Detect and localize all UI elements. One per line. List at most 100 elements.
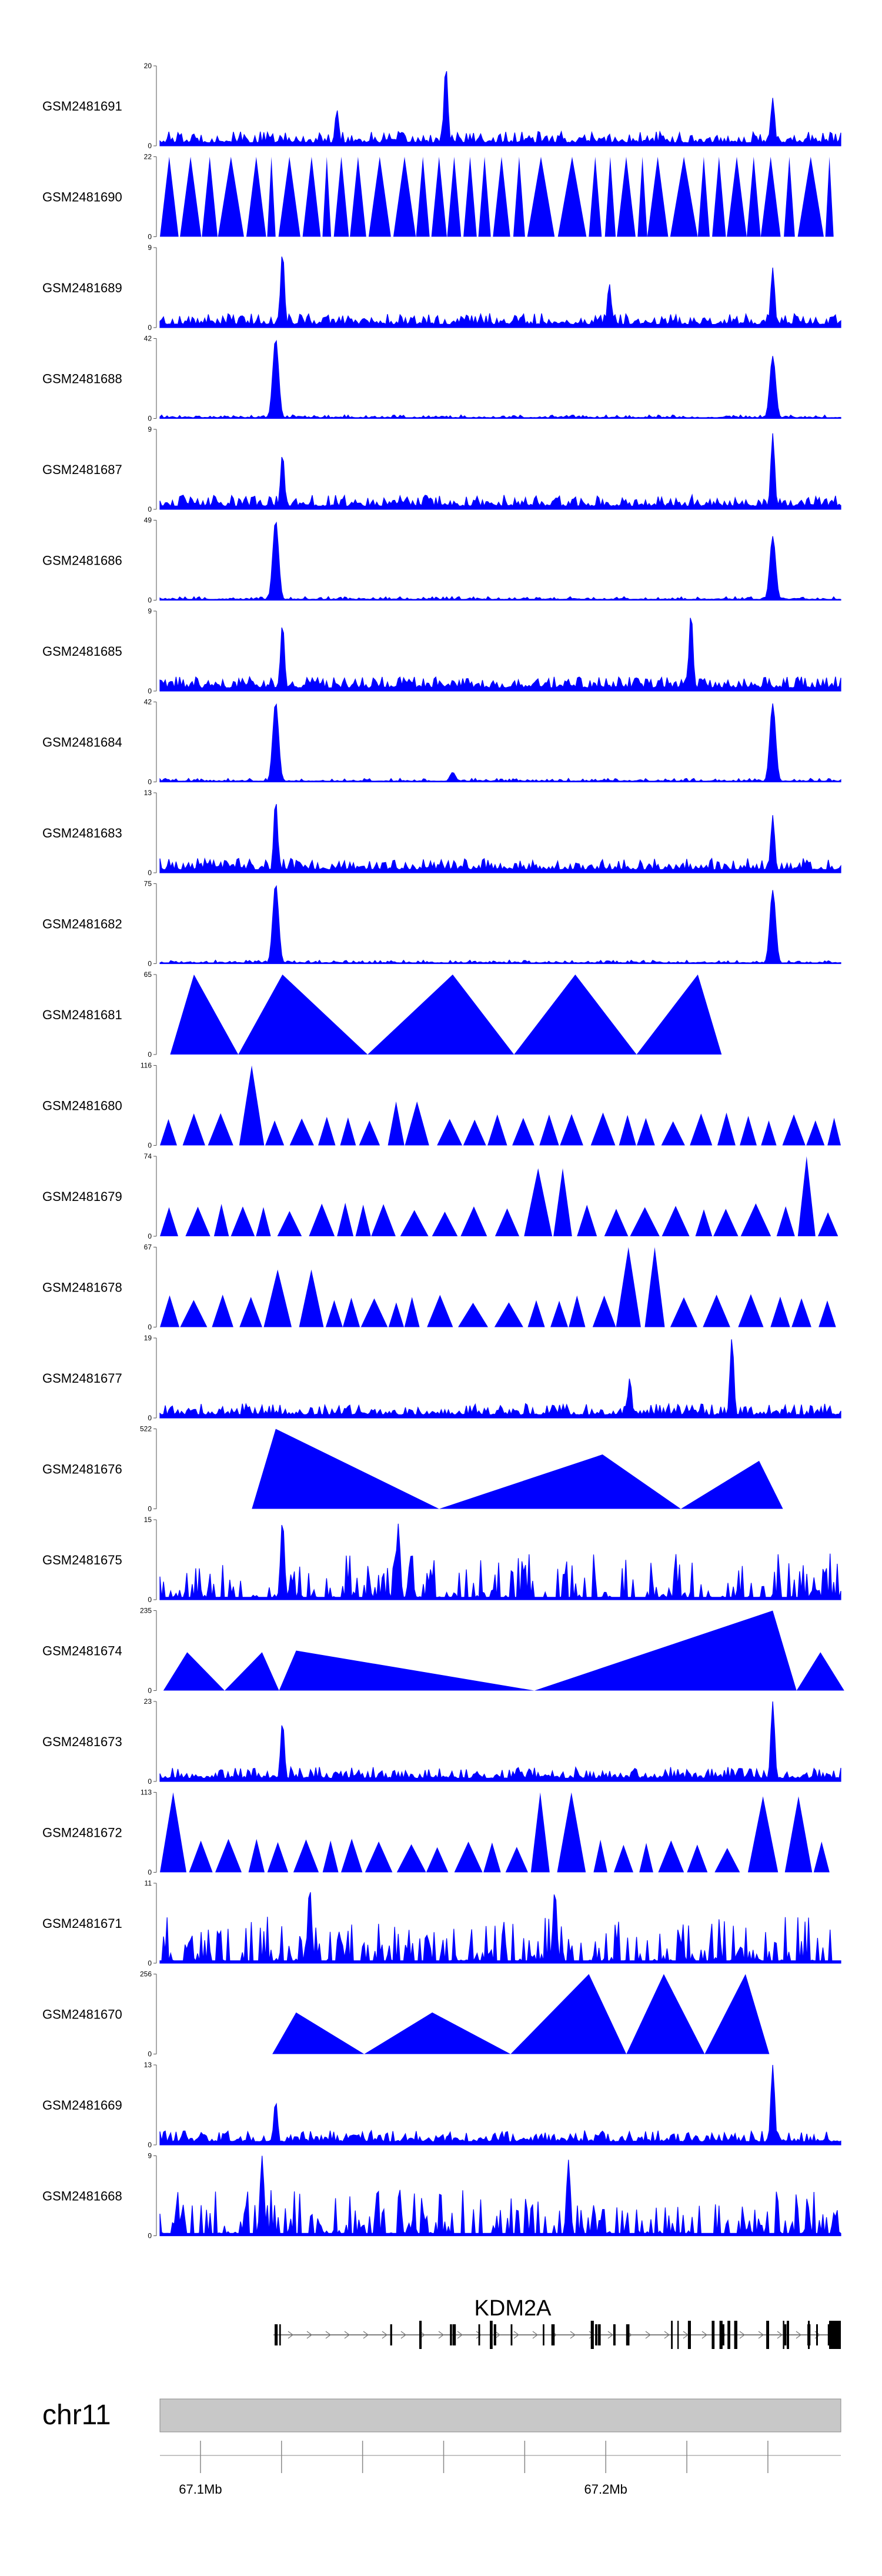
coverage-area <box>159 71 841 146</box>
coverage-peak <box>239 1297 262 1327</box>
coverage-peak <box>170 975 239 1055</box>
coverage-peak <box>514 975 637 1055</box>
exon <box>279 2324 281 2345</box>
coverage-peak <box>534 1610 797 1691</box>
strand-arrow-icon <box>438 2331 445 2339</box>
coverage-area <box>159 1892 841 1964</box>
track-GSM2481686: GSM2481686 49 0 <box>42 516 841 605</box>
y-max-label: 11 <box>145 1879 152 1887</box>
coverage-peak <box>644 1247 665 1327</box>
coverage-peak <box>695 1209 713 1236</box>
coverage-peak <box>493 156 510 237</box>
coverage-peak <box>530 1792 550 1873</box>
track-GSM2481676: GSM2481676 522 0 <box>42 1425 783 1513</box>
track-GSM2481688: GSM2481688 42 0 <box>42 335 841 423</box>
strand-arrow-icon <box>325 2331 332 2339</box>
coverage-peak <box>703 1294 730 1327</box>
track-GSM2481680: GSM2481680 116 0 <box>42 1062 841 1150</box>
coverage-peak <box>740 1116 757 1146</box>
track-GSM2481671: GSM2481671 11 0 <box>42 1879 841 1967</box>
coverage-tracks: GSM2481691200GSM2481690220GSM248168990GS… <box>42 62 844 2240</box>
coverage-peak <box>365 1841 393 1873</box>
coverage-peak <box>238 975 368 1055</box>
y-min-label: 0 <box>148 1050 152 1059</box>
coverage-peak <box>740 1203 771 1236</box>
coverage-area <box>159 618 841 692</box>
coverage-peak <box>405 1101 429 1146</box>
exon <box>687 2321 691 2349</box>
track-label: GSM2481675 <box>42 1553 122 1567</box>
coverage-peak <box>712 156 726 237</box>
coverage-peak <box>163 1652 225 1691</box>
y-min-label: 0 <box>148 1414 152 1422</box>
coverage-peak <box>592 1295 616 1327</box>
track-label: GSM2481685 <box>42 644 122 659</box>
y-min-label: 0 <box>148 142 152 150</box>
track-GSM2481677: GSM2481677 19 0 <box>42 1334 841 1422</box>
coverage-peak <box>252 1429 439 1509</box>
exon <box>734 2321 737 2349</box>
y-max-label: 19 <box>144 1334 152 1342</box>
y-max-label: 20 <box>144 62 152 70</box>
coverage-peak <box>478 156 491 237</box>
coverage-peak <box>817 1212 838 1236</box>
track-GSM2481673: GSM2481673 23 0 <box>42 1697 841 1786</box>
coverage-peak <box>550 1300 568 1327</box>
coverage-peak <box>487 1114 507 1146</box>
y-min-label: 0 <box>148 1777 152 1786</box>
coverage-peak <box>560 1114 583 1146</box>
coverage-peak <box>185 1206 211 1236</box>
coverage-peak <box>784 156 795 237</box>
coverage-peak <box>426 1847 449 1873</box>
exon <box>490 2321 493 2349</box>
exon <box>807 2324 811 2345</box>
strand-arrow-icon <box>532 2331 539 2339</box>
coverage-peak <box>639 1843 653 1873</box>
coverage-peak <box>825 156 834 237</box>
y-min-label: 0 <box>148 778 152 786</box>
coverage-peak <box>309 1203 335 1236</box>
coverage-peak <box>714 1848 740 1873</box>
coverage-peak <box>619 1115 636 1146</box>
coverage-peak <box>527 156 555 237</box>
coverage-peak <box>460 1206 487 1236</box>
exon <box>671 2321 673 2349</box>
coverage-peak <box>637 1117 655 1146</box>
coverage-peak <box>658 1840 684 1873</box>
y-max-label: 9 <box>148 425 152 433</box>
track-label: GSM2481679 <box>42 1189 122 1204</box>
coverage-peak <box>263 1269 292 1327</box>
coverage-peak <box>806 1120 825 1146</box>
y-min-label: 0 <box>148 233 152 241</box>
track-GSM2481678: GSM2481678 67 0 <box>42 1243 836 1332</box>
strand-arrow-icon <box>777 2331 783 2339</box>
coverage-peak <box>400 1210 429 1236</box>
coverage-peak <box>782 1114 806 1146</box>
strand-arrow-icon <box>739 2331 746 2339</box>
strand-arrow-icon <box>589 2331 595 2339</box>
coverage-peak <box>630 1207 660 1236</box>
strand-arrow-icon <box>495 2331 501 2339</box>
exon <box>493 2324 496 2345</box>
coverage-area <box>159 1339 841 1419</box>
coverage-peak <box>160 1295 179 1327</box>
genome-axis: 67.1Mb 67.2Mb <box>160 2441 841 2497</box>
exon <box>787 2321 789 2349</box>
axis-tick-label: 67.2Mb <box>584 2482 627 2497</box>
y-min-label: 0 <box>148 960 152 968</box>
exon <box>419 2321 422 2349</box>
coverage-peak <box>717 1112 736 1146</box>
coverage-peak <box>267 156 276 237</box>
coverage-peak <box>333 156 349 237</box>
coverage-peak <box>360 1298 388 1327</box>
track-label: GSM2481688 <box>42 372 122 386</box>
coverage-peak <box>218 156 244 237</box>
coverage-peak <box>272 2012 365 2054</box>
coverage-peak <box>557 1792 586 1873</box>
exon <box>727 2321 730 2349</box>
strand-arrow-icon <box>476 2331 482 2339</box>
y-min-label: 0 <box>148 1959 152 1967</box>
exon <box>711 2321 715 2349</box>
coverage-peak <box>341 1838 363 1873</box>
